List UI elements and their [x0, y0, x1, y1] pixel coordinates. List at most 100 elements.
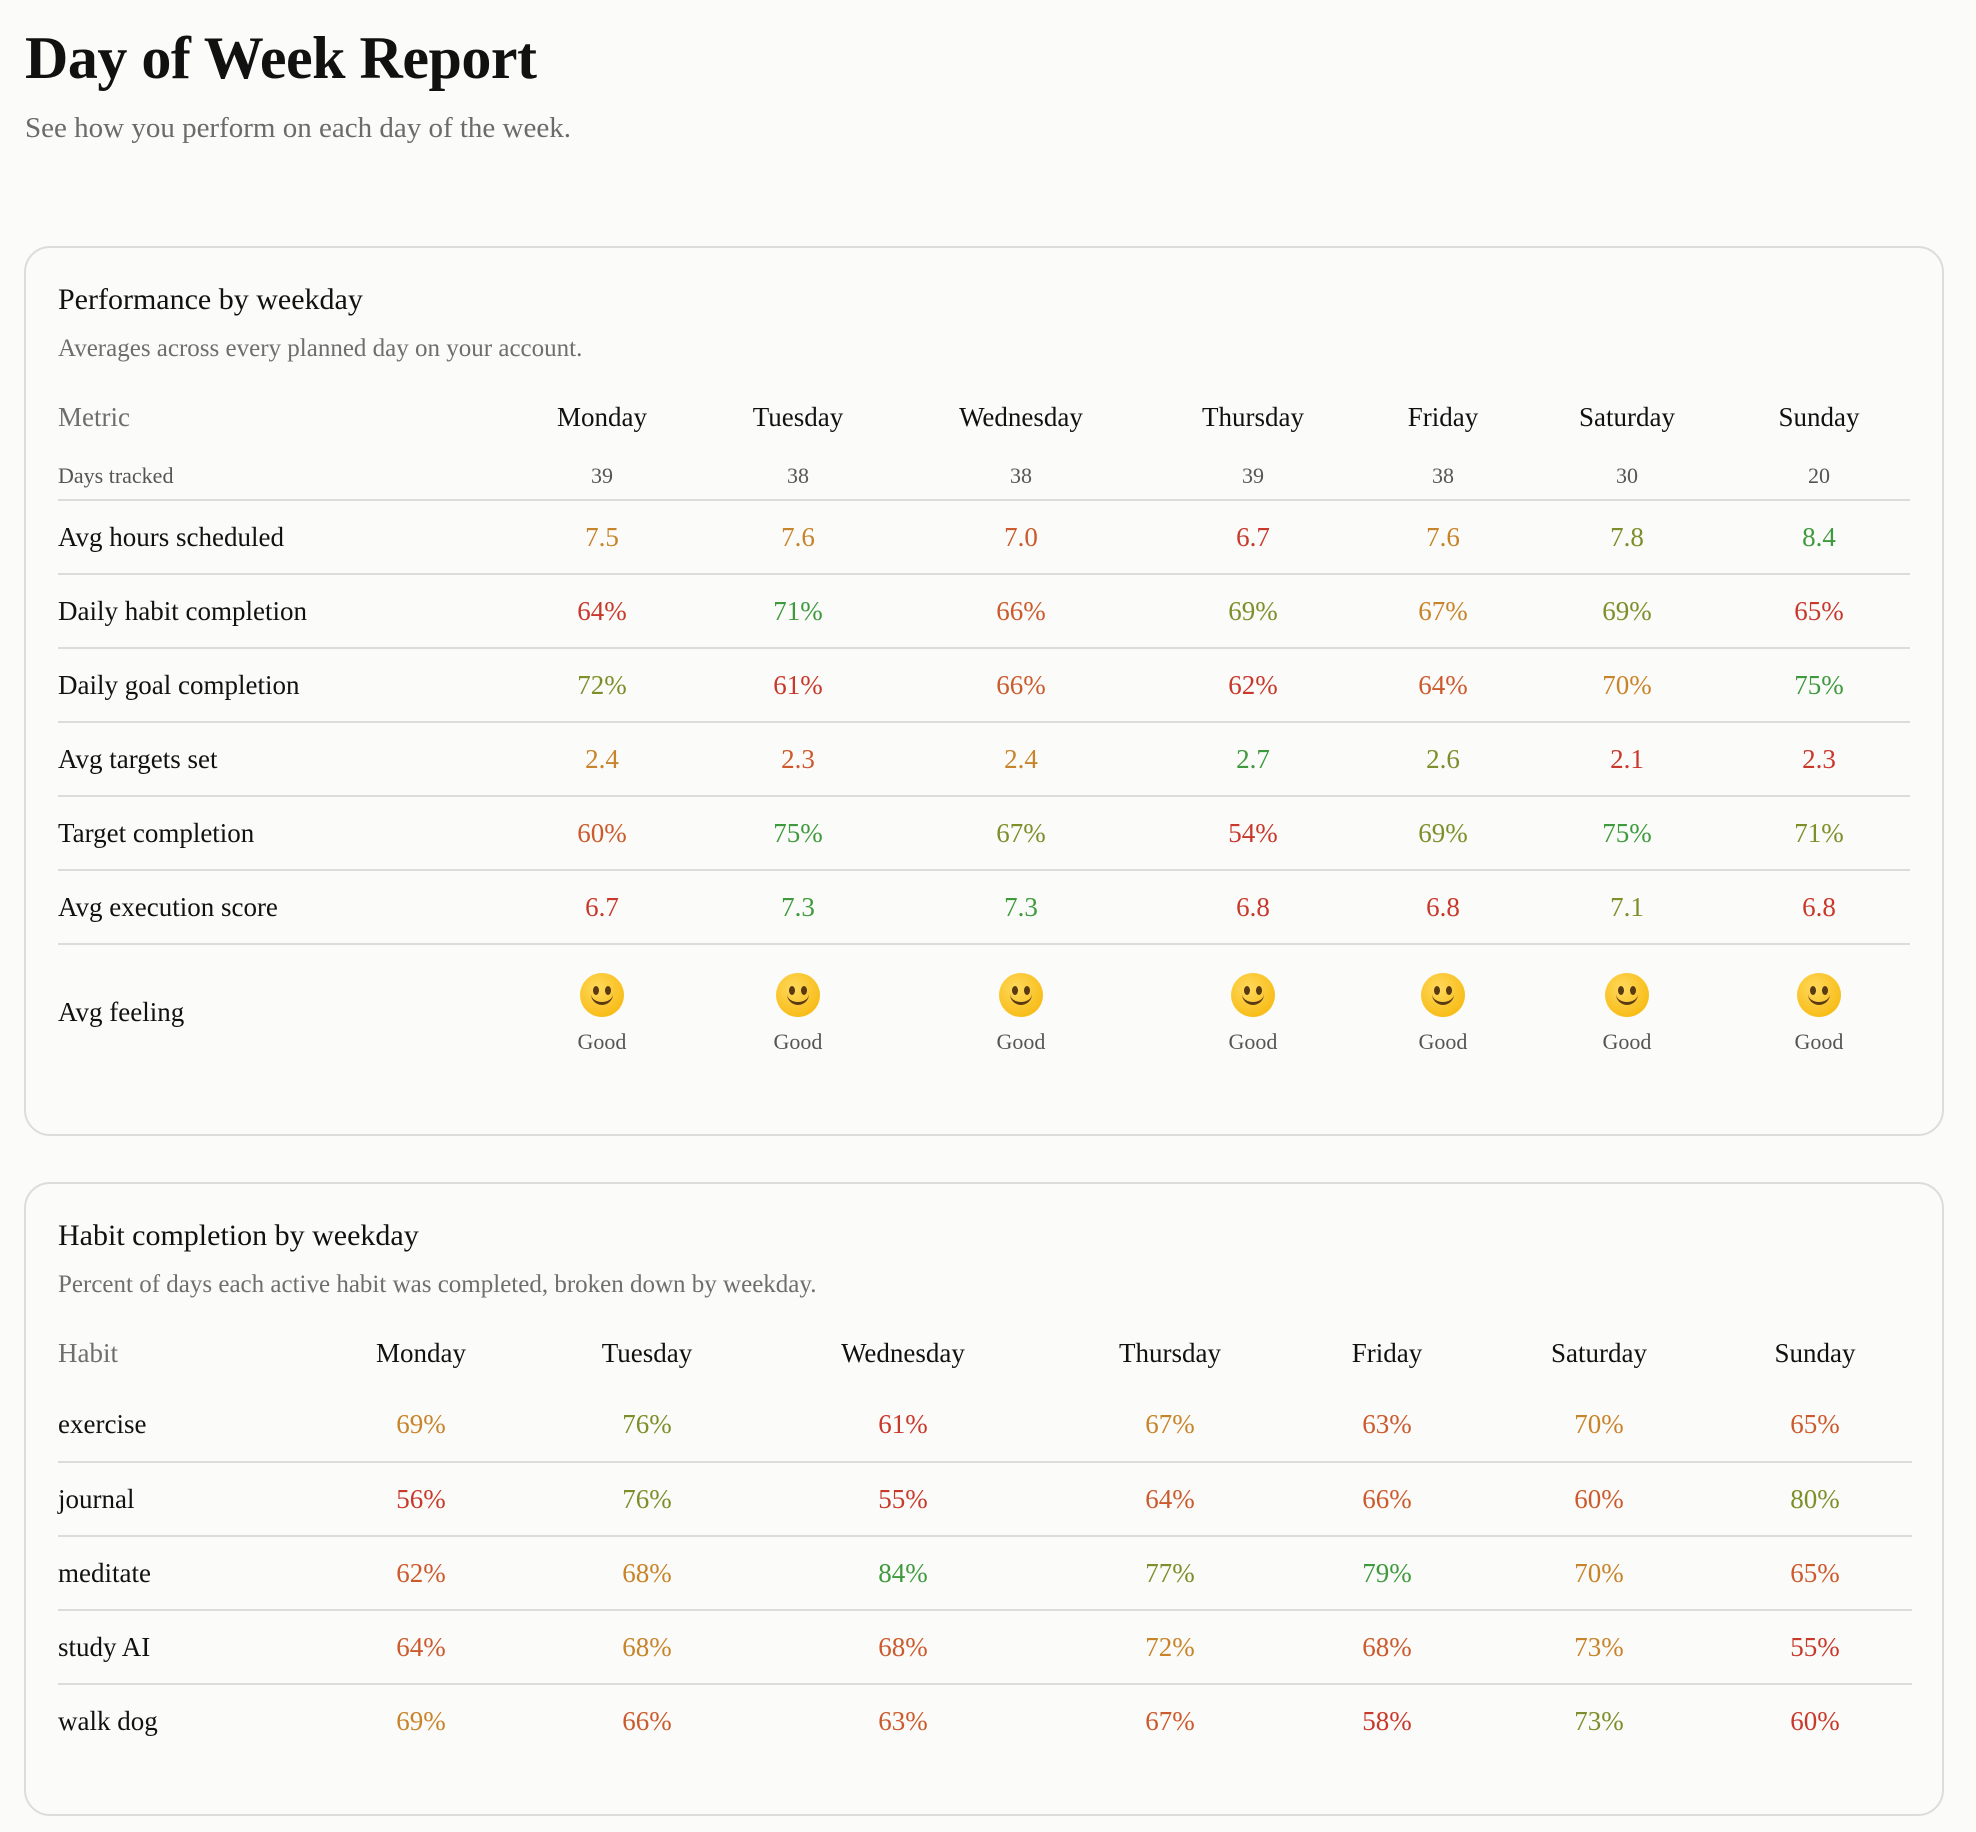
performance-table: Metric Monday Tuesday Wednesday Thursday… — [58, 402, 1910, 1080]
table-cell: 67% — [996, 817, 1046, 848]
metric-row: Daily habit completion 64% 71% 66% 69% 6… — [58, 574, 1910, 648]
days-tracked-row: Days tracked 39 38 38 39 38 30 20 — [58, 452, 1910, 500]
table-cell: 54% — [1228, 817, 1278, 848]
day-header: Saturday — [1551, 1338, 1647, 1368]
table-cell: 38 — [1432, 462, 1454, 488]
smiling-face-icon — [1797, 972, 1841, 1017]
table-cell: 39 — [591, 462, 613, 488]
smiling-face-icon — [1605, 972, 1649, 1017]
smiling-face-icon — [1421, 972, 1465, 1017]
table-cell: 64% — [1418, 669, 1468, 700]
performance-description: Averages across every planned day on you… — [58, 335, 583, 362]
habit-name: journal — [58, 1483, 135, 1514]
day-header: Monday — [376, 1338, 466, 1368]
table-cell: 80% — [1790, 1483, 1840, 1514]
table-cell: 7.0 — [1004, 521, 1038, 552]
table-cell: 7.5 — [585, 521, 619, 552]
habit-column-header: Habit — [58, 1338, 118, 1368]
habit-description: Percent of days each active habit was co… — [58, 1271, 817, 1298]
table-cell: 2.3 — [781, 743, 815, 774]
metric-row: Avg execution score 6.7 7.3 7.3 6.8 6.8 … — [58, 870, 1910, 944]
performance-card: Performance by weekday Averages across e… — [24, 246, 1944, 1136]
table-cell: 7.1 — [1610, 891, 1644, 922]
table-cell: 70% — [1574, 1409, 1624, 1439]
table-cell: 56% — [396, 1483, 446, 1514]
table-cell: 7.6 — [1426, 521, 1460, 552]
table-cell: 75% — [1794, 669, 1844, 700]
performance-header-row: Metric Monday Tuesday Wednesday Thursday… — [58, 402, 1910, 452]
table-cell: 7.6 — [781, 521, 815, 552]
table-cell: 39 — [1242, 462, 1264, 488]
habit-row: exercise 69% 76% 61% 67% 63% 70% 65% — [58, 1388, 1912, 1462]
table-cell: 63% — [1362, 1409, 1412, 1439]
feeling-cell: Good — [700, 944, 896, 1080]
table-cell: 20 — [1808, 462, 1830, 488]
table-cell: 6.7 — [1236, 521, 1270, 552]
row-label: Daily goal completion — [58, 669, 300, 700]
feeling-cell: Good — [1146, 944, 1360, 1080]
row-label: Daily habit completion — [58, 595, 307, 626]
table-cell: 2.7 — [1236, 743, 1270, 774]
habit-row: journal 56% 76% 55% 64% 66% 60% 80% — [58, 1462, 1912, 1536]
table-cell: 79% — [1362, 1557, 1412, 1588]
table-cell: 68% — [1362, 1631, 1412, 1662]
feeling-cell: Good — [896, 944, 1146, 1080]
day-header: Sunday — [1774, 1338, 1856, 1368]
feeling-label: Good — [1228, 1028, 1278, 1054]
table-cell: 68% — [622, 1557, 672, 1588]
table-cell: 72% — [1145, 1631, 1195, 1662]
table-cell: 62% — [1228, 669, 1278, 700]
table-cell: 2.3 — [1802, 743, 1836, 774]
habit-name: study AI — [58, 1631, 151, 1662]
row-label: Days tracked — [58, 462, 174, 488]
table-cell: 65% — [1790, 1557, 1840, 1588]
row-label: Avg hours scheduled — [58, 521, 284, 552]
day-header: Tuesday — [601, 1338, 693, 1368]
table-cell: 7.3 — [1004, 891, 1038, 922]
table-cell: 6.8 — [1236, 891, 1270, 922]
habit-name: meditate — [58, 1557, 151, 1588]
metric-row: Daily goal completion 72% 61% 66% 62% 64… — [58, 648, 1910, 722]
feeling-cell: Good — [1360, 944, 1526, 1080]
day-header: Thursday — [1119, 1338, 1221, 1368]
table-cell: 63% — [878, 1706, 928, 1736]
habit-row: study AI 64% 68% 68% 72% 68% 73% 55% — [58, 1610, 1912, 1684]
table-cell: 66% — [1362, 1483, 1412, 1514]
table-cell: 68% — [878, 1631, 928, 1662]
day-header: Friday — [1407, 402, 1479, 432]
day-header: Monday — [557, 402, 647, 432]
table-cell: 2.4 — [1004, 743, 1038, 774]
table-cell: 64% — [577, 595, 627, 626]
habit-title: Habit completion by weekday — [58, 1219, 419, 1252]
day-header: Wednesday — [841, 1338, 965, 1368]
table-cell: 55% — [1790, 1631, 1840, 1662]
table-cell: 6.8 — [1802, 891, 1836, 922]
table-cell: 67% — [1418, 595, 1468, 626]
table-cell: 2.4 — [585, 743, 619, 774]
metric-row: Avg hours scheduled 7.5 7.6 7.0 6.7 7.6 … — [58, 500, 1910, 574]
table-cell: 69% — [1418, 817, 1468, 848]
table-cell: 60% — [1574, 1483, 1624, 1514]
table-cell: 67% — [1145, 1706, 1195, 1736]
feeling-cell: Good — [1526, 944, 1728, 1080]
feeling-label: Good — [773, 1028, 823, 1054]
table-cell: 38 — [787, 462, 809, 488]
habit-name: walk dog — [58, 1706, 158, 1736]
table-cell: 30 — [1616, 462, 1638, 488]
table-cell: 61% — [773, 669, 823, 700]
table-cell: 65% — [1790, 1409, 1840, 1439]
table-cell: 64% — [1145, 1483, 1195, 1514]
day-header: Wednesday — [959, 402, 1083, 432]
table-cell: 76% — [622, 1409, 672, 1439]
table-cell: 69% — [1228, 595, 1278, 626]
table-cell: 6.7 — [585, 891, 619, 922]
table-cell: 6.8 — [1426, 891, 1460, 922]
table-cell: 75% — [1602, 817, 1652, 848]
habit-header-row: Habit Monday Tuesday Wednesday Thursday … — [58, 1338, 1912, 1388]
table-cell: 84% — [878, 1557, 928, 1588]
table-cell: 69% — [396, 1409, 446, 1439]
table-cell: 69% — [1602, 595, 1652, 626]
day-header: Saturday — [1579, 402, 1675, 432]
feeling-row: Avg feeling Good Good Good Good Good Goo… — [58, 944, 1910, 1080]
table-cell: 38 — [1010, 462, 1032, 488]
